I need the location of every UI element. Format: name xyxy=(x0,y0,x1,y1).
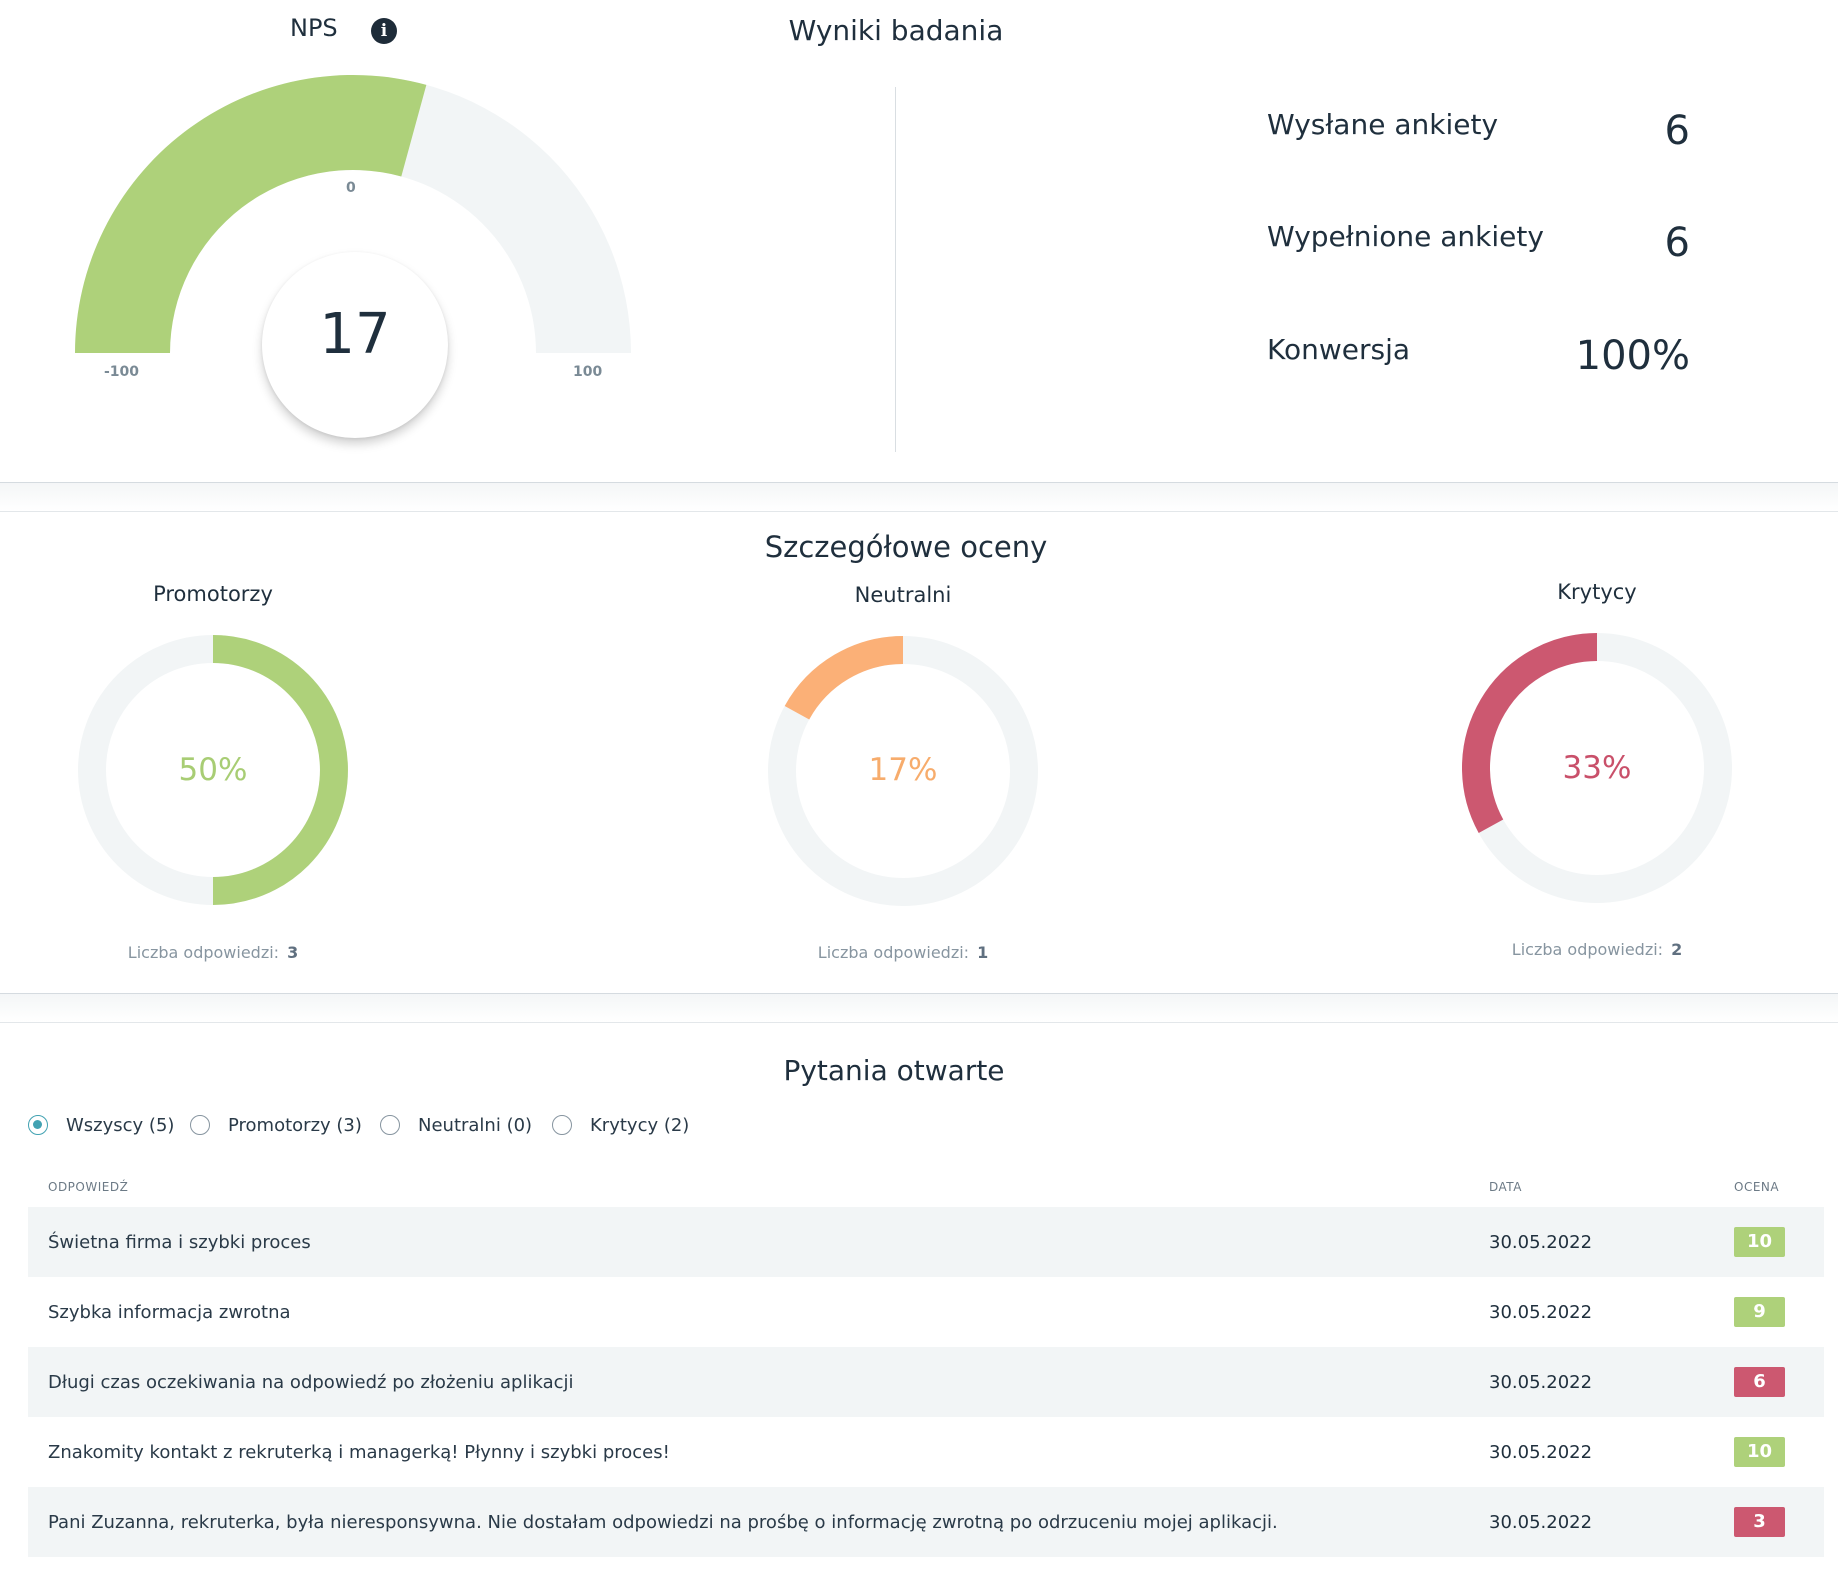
table-row: Długi czas oczekiwania na odpowiedź po z… xyxy=(28,1347,1824,1417)
answer-date: 30.05.2022 xyxy=(1489,1231,1593,1253)
table-row: Świetna firma i szybki proces 30.05.2022… xyxy=(28,1207,1824,1277)
score-badge: 3 xyxy=(1734,1507,1785,1537)
section-separator xyxy=(0,482,1838,512)
critics-count: Liczba odpowiedzi: 2 xyxy=(1447,940,1747,959)
neutral-title: Neutralni xyxy=(854,583,952,607)
answers-table: Świetna firma i szybki proces 30.05.2022… xyxy=(28,1207,1824,1557)
score-badge: 10 xyxy=(1734,1437,1785,1467)
info-icon[interactable]: i xyxy=(371,18,397,44)
answer-text: Znakomity kontakt z rekruterką i manager… xyxy=(48,1441,670,1463)
critics-donut xyxy=(1462,633,1732,903)
results-title: Wyniki badania xyxy=(788,14,1004,47)
stat-sent-value: 6 xyxy=(1664,108,1690,154)
answer-date: 30.05.2022 xyxy=(1489,1301,1593,1323)
score-badge: 9 xyxy=(1734,1297,1785,1327)
gauge-tick-max: 100 xyxy=(573,364,603,380)
column-header-answer: ODPOWIEDŹ xyxy=(48,1180,129,1194)
table-row: Znakomity kontakt z rekruterką i manager… xyxy=(28,1417,1824,1487)
stat-filled-label: Wypełnione ankiety xyxy=(1267,220,1544,253)
donut-arc-neutral xyxy=(784,636,904,720)
answer-text: Świetna firma i szybki proces xyxy=(48,1231,311,1253)
count-value: 1 xyxy=(977,943,989,962)
filter-all-radio[interactable]: Wszyscy (5) xyxy=(28,1112,174,1138)
nps-value: 17 xyxy=(319,302,391,367)
count-label: Liczba odpowiedzi: xyxy=(127,943,280,962)
donut-arc-promoters xyxy=(212,635,348,905)
open-questions-title: Pytania otwarte xyxy=(783,1054,1005,1087)
filter-label: Neutralni (0) xyxy=(418,1114,533,1136)
column-header-rating: OCENA xyxy=(1734,1180,1780,1194)
filter-label: Wszyscy (5) xyxy=(66,1114,175,1136)
stat-conversion-value: 100% xyxy=(1575,333,1690,379)
table-row: Szybka informacja zwrotna 30.05.2022 9 xyxy=(28,1277,1824,1347)
divider xyxy=(895,87,896,452)
filter-label: Promotorzy (3) xyxy=(228,1114,362,1136)
answer-date: 30.05.2022 xyxy=(1489,1511,1593,1533)
answer-text: Pani Zuzanna, rekruterka, była nierespon… xyxy=(48,1511,1278,1533)
table-row: Pani Zuzanna, rekruterka, była nierespon… xyxy=(28,1487,1824,1557)
neutral-percent: 17% xyxy=(868,752,938,788)
neutral-count: Liczba odpowiedzi: 1 xyxy=(753,943,1053,962)
column-header-date: DATA xyxy=(1489,1180,1522,1194)
filter-label: Krytycy (2) xyxy=(590,1114,690,1136)
donut-arc-critics xyxy=(1462,633,1598,834)
gauge-fill xyxy=(75,74,427,353)
stat-conversion-label: Konwersja xyxy=(1267,333,1411,366)
radio-icon[interactable] xyxy=(552,1115,572,1135)
score-badge: 10 xyxy=(1734,1227,1785,1257)
answer-text: Długi czas oczekiwania na odpowiedź po z… xyxy=(48,1371,574,1393)
filter-promoters-radio[interactable]: Promotorzy (3) xyxy=(190,1112,362,1138)
filter-neutral-radio[interactable]: Neutralni (0) xyxy=(380,1112,532,1138)
count-label: Liczba odpowiedzi: xyxy=(1511,940,1664,959)
filter-critics-radio[interactable]: Krytycy (2) xyxy=(552,1112,689,1138)
stat-filled-value: 6 xyxy=(1664,220,1690,266)
gauge-value-circle xyxy=(262,252,448,438)
count-label: Liczba odpowiedzi: xyxy=(817,943,970,962)
count-value: 3 xyxy=(287,943,299,962)
promoters-title: Promotorzy xyxy=(153,582,273,606)
radio-icon[interactable] xyxy=(190,1115,210,1135)
score-badge: 6 xyxy=(1734,1367,1785,1397)
radio-checked-icon[interactable] xyxy=(28,1115,48,1135)
section-separator xyxy=(0,993,1838,1023)
neutral-donut xyxy=(768,636,1038,906)
details-title: Szczegółowe oceny xyxy=(764,530,1048,564)
count-value: 2 xyxy=(1671,940,1683,959)
answer-date: 30.05.2022 xyxy=(1489,1371,1593,1393)
promoters-donut xyxy=(78,635,348,905)
promoters-count: Liczba odpowiedzi: 3 xyxy=(63,943,363,962)
answer-text: Szybka informacja zwrotna xyxy=(48,1301,291,1323)
promoters-percent: 50% xyxy=(178,752,248,788)
gauge-tick-zero: 0 xyxy=(346,180,356,196)
stat-sent-label: Wysłane ankiety xyxy=(1267,108,1499,141)
gauge-tick-min: -100 xyxy=(104,364,140,380)
nps-title: NPS xyxy=(290,14,338,42)
radio-icon[interactable] xyxy=(380,1115,400,1135)
nps-gauge xyxy=(75,74,631,353)
critics-percent: 33% xyxy=(1562,750,1632,786)
answer-date: 30.05.2022 xyxy=(1489,1441,1593,1463)
critics-title: Krytycy xyxy=(1557,580,1637,604)
